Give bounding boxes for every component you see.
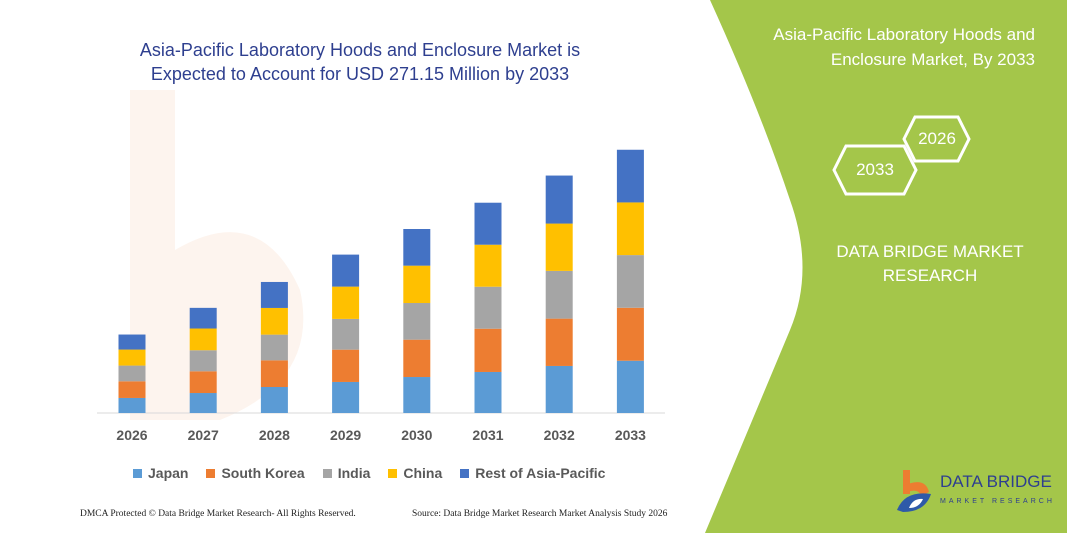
green-panel — [705, 0, 1067, 533]
bar-segment-2026-south-korea — [118, 381, 146, 398]
data-bridge-logo-icon — [897, 470, 931, 512]
bar-segment-2030-india — [403, 303, 431, 340]
legend-item-rest: Rest of Asia-Pacific — [460, 465, 605, 481]
bar-segment-2028-china — [260, 307, 288, 335]
bar-segment-2026-japan — [118, 397, 146, 413]
bar-segment-2029-south-korea — [332, 349, 360, 382]
legend-label: Japan — [148, 465, 189, 481]
panel-title: Asia-Pacific Laboratory Hoods and Enclos… — [773, 25, 1035, 69]
x-tick-label: 2031 — [472, 427, 503, 443]
brand-text: DATA BRIDGE MARKET RESEARCH — [836, 242, 1024, 285]
legend-swatch — [460, 468, 470, 478]
bar-segment-2032-india — [545, 270, 573, 319]
bar-segment-2030-china — [403, 265, 431, 304]
bar-segment-2029-india — [332, 318, 360, 350]
legend-swatch — [206, 468, 216, 478]
bar-segment-2033-china — [616, 202, 644, 256]
bar-segment-2029-china — [332, 286, 360, 319]
bar-segment-2033-south-korea — [616, 307, 644, 361]
bar-segment-2031-china — [474, 244, 502, 287]
legend-label: Rest of Asia-Pacific — [475, 465, 606, 481]
bar-segment-2027-rest-of-asia-pacific — [189, 307, 217, 329]
hexagon-2033 — [832, 144, 918, 196]
bar-segment-2029-japan — [332, 381, 360, 413]
legend-label: South Korea — [221, 465, 305, 481]
chart-title: Asia-Pacific Laboratory Hoods and Enclos… — [139, 40, 581, 84]
legend-item-china: China — [388, 465, 442, 481]
x-tick-label: 2027 — [188, 427, 219, 443]
bar-segment-2027-south-korea — [189, 371, 217, 394]
x-tick-label: 2029 — [330, 427, 361, 443]
bar-segment-2032-south-korea — [545, 318, 573, 366]
legend-item-india: India — [322, 465, 371, 481]
bar-segment-2028-south-korea — [260, 360, 288, 388]
bar-segment-2028-india — [260, 334, 288, 361]
bar-segment-2030-rest-of-asia-pacific — [403, 229, 431, 266]
bar-segment-2030-japan — [403, 377, 431, 413]
bar-segment-2028-japan — [260, 387, 288, 413]
watermark-logo — [130, 90, 304, 420]
bar-segment-2032-rest-of-asia-pacific — [545, 175, 573, 224]
bar-segment-2026-rest-of-asia-pacific — [118, 334, 146, 350]
bar-segment-2027-japan — [189, 393, 217, 413]
footer-source: Source: Data Bridge Market Research Mark… — [412, 509, 668, 519]
legend-swatch — [388, 468, 398, 478]
x-tick-label: 2032 — [544, 427, 575, 443]
legend-label: China — [403, 465, 443, 481]
x-tick-label: 2028 — [259, 427, 290, 443]
bar-segment-2031-japan — [474, 371, 502, 413]
x-tick-label: 2033 — [615, 427, 646, 443]
bar-segment-2027-china — [189, 328, 217, 351]
bar-segment-2032-japan — [545, 365, 573, 413]
bar-segment-2031-rest-of-asia-pacific — [474, 202, 502, 245]
bar-segment-2029-rest-of-asia-pacific — [332, 254, 360, 287]
bar-segment-2028-rest-of-asia-pacific — [260, 281, 288, 308]
hex-label-end: 2033 — [856, 160, 894, 179]
x-tick-label: 2030 — [401, 427, 432, 443]
legend-label: India — [337, 465, 371, 481]
bar-segment-2031-india — [474, 286, 502, 329]
bar-segment-2026-india — [118, 365, 146, 382]
x-tick-label: 2026 — [116, 427, 147, 443]
legend-item-japan: Japan — [133, 465, 188, 481]
legend-item-south-korea: South Korea — [206, 465, 305, 481]
bar-segment-2033-rest-of-asia-pacific — [616, 149, 644, 203]
stacked-bar-chart: 2026 2027 2028 2029 2030 2031 2032 2033 — [97, 149, 665, 443]
bar-segment-2030-south-korea — [403, 339, 431, 378]
bar-segment-2033-japan — [616, 360, 644, 413]
logo-name: DATA BRIDGE — [940, 472, 1052, 491]
bar-segment-2026-china — [118, 349, 146, 366]
bar-segment-2032-china — [545, 223, 573, 271]
legend-swatch — [133, 468, 142, 478]
legend-swatch — [322, 468, 332, 478]
legend: Japan South Korea India China Rest of As… — [133, 465, 605, 481]
logo-subtitle: MARKET RESEARCH — [940, 498, 1055, 505]
bar-segment-2033-india — [616, 255, 644, 308]
hex-label-start: 2026 — [918, 129, 956, 148]
bar-segment-2031-south-korea — [474, 328, 502, 372]
hexagon-2026 — [902, 115, 971, 163]
bar-segment-2027-india — [189, 350, 217, 372]
footer-copyright: DMCA Protected © Data Bridge Market Rese… — [80, 509, 356, 519]
